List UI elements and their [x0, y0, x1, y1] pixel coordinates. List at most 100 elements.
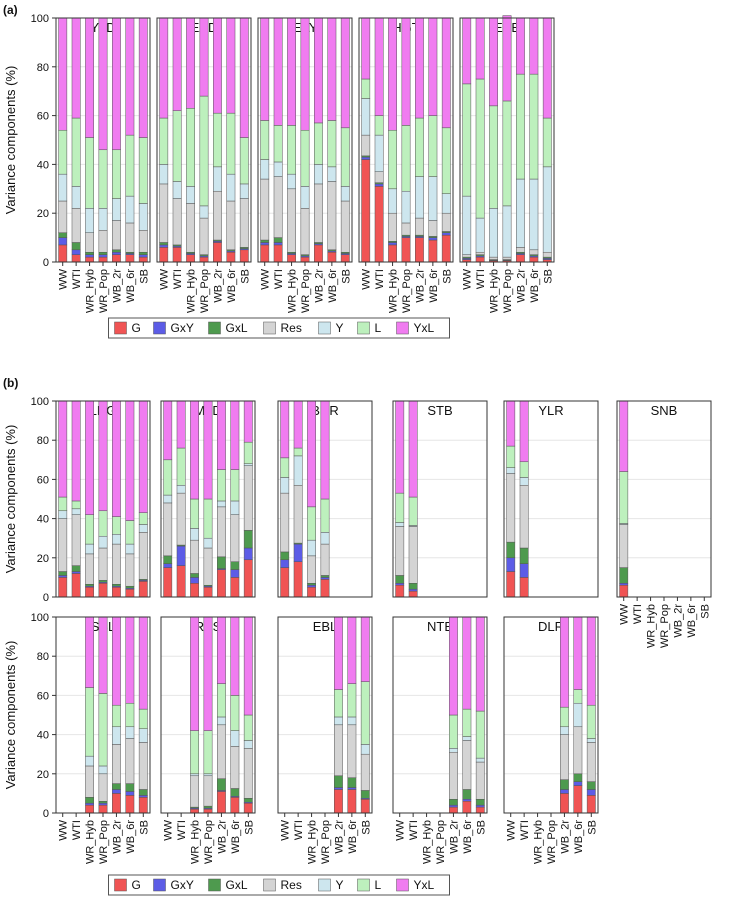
bar-segment-l [334, 689, 343, 718]
bar-segment-y [462, 195, 472, 255]
bar-segment-y [475, 217, 485, 253]
bar-segment-g [163, 567, 173, 598]
bar-segment-y [360, 744, 370, 755]
bar-segment-gxl [203, 805, 213, 809]
y-axis-title: Variance components (%) [3, 641, 18, 790]
bar-segment-yxl [573, 616, 583, 690]
bar-segment-l [489, 105, 498, 209]
bar-segment-g [619, 584, 629, 598]
bar-segment-g [98, 583, 108, 598]
bar-segment-g [85, 586, 94, 598]
bar-segment-yxl [98, 616, 108, 694]
bar-segment-y [85, 208, 94, 233]
y-axis-title: Variance components (%) [3, 66, 18, 215]
bar-segment-g [176, 565, 186, 598]
bar-segment-gxy [125, 791, 135, 796]
bar-segment-gxy [449, 804, 458, 808]
x-tick-label: WR_Pop [203, 820, 215, 864]
bar-segment-y [98, 535, 108, 549]
bar-segment-res [239, 198, 249, 248]
x-tick-label: WB_2r [111, 820, 123, 854]
bar-segment-y [314, 164, 323, 185]
bar-segment-gxl [98, 800, 108, 804]
bar-segment-gxl [112, 584, 121, 587]
bar-segment-y [293, 455, 303, 486]
bar-segment-res [300, 208, 310, 255]
x-tick-label: WR_Pop [502, 269, 514, 313]
bar-segment-gxl [506, 541, 516, 559]
bar-segment-l [415, 117, 424, 177]
y-tick-label: 0 [43, 808, 49, 820]
x-tick-label: WB_2r [313, 269, 325, 303]
x-tick-label: WW [58, 268, 70, 289]
bar-segment-l [217, 683, 226, 718]
bar-segment-g [217, 569, 226, 598]
facet-frame [616, 400, 712, 598]
bar-segment-res [573, 726, 583, 775]
bar-segment-y [395, 522, 405, 527]
bar-segment-res [586, 742, 596, 782]
bar-segment-g [415, 237, 424, 263]
facet-title: DLR [538, 619, 564, 634]
bar-segment-gxl [138, 789, 148, 796]
bar-segment-y [217, 716, 226, 726]
x-tick-label: WB_2r [559, 820, 571, 854]
bar-segment-y [226, 173, 236, 202]
bar-segment-res [489, 256, 498, 260]
legend-label: GxL [226, 878, 248, 892]
bar-segment-y [85, 755, 94, 767]
bar-segment-l [462, 83, 472, 197]
y-tick-label: 20 [37, 553, 49, 565]
bar-segment-res [449, 751, 458, 800]
bar-segment-gxl [159, 242, 169, 246]
bar-segment-gxl [519, 547, 529, 564]
bar-segment-gxy [71, 571, 81, 574]
legend-label: G [132, 878, 141, 892]
bar-segment-l [230, 469, 240, 502]
bar-segment-gxl [347, 777, 357, 788]
bar-segment-yxl [462, 17, 472, 85]
bar-segment-yxl [125, 616, 135, 704]
bar-segment-res [260, 178, 270, 241]
bar-segment-l [586, 704, 596, 739]
x-tick-label: WR_Hyb [533, 820, 545, 864]
legend-swatch-l [357, 878, 370, 892]
bar-segment-res [58, 200, 68, 233]
bar-segment-g [58, 244, 68, 263]
y-tick-label: 80 [37, 62, 49, 74]
bar-segment-y [138, 524, 148, 533]
bar-segment-gxl [112, 249, 121, 253]
bar-segment-yxl [280, 400, 290, 459]
bar-segment-g [125, 254, 135, 263]
x-tick-label: WTI [293, 820, 305, 840]
bar-segment-l [239, 137, 249, 185]
facet-frame [277, 400, 373, 598]
bar-segment-res [273, 176, 283, 238]
bar-segment-yxl [172, 17, 182, 111]
bar-segment-l [125, 702, 135, 728]
bar-segment-g [347, 789, 357, 814]
bar-segment-res [560, 734, 569, 780]
bar-segment-res [230, 514, 240, 562]
bar-segment-g [462, 800, 472, 814]
bar-segment-y [172, 181, 182, 199]
bar-segment-yxl [542, 17, 552, 119]
y-tick-label: 60 [37, 474, 49, 486]
bar-segment-l [98, 149, 108, 209]
bar-segment-res [401, 222, 411, 236]
bar-segment-yxl [519, 400, 529, 463]
x-tick-label: WB_6r [529, 269, 541, 303]
bar-segment-y [300, 186, 310, 209]
bar-segment-y [176, 485, 186, 494]
bar-segment-res [327, 181, 337, 251]
bar-segment-res [85, 553, 94, 585]
legend-label: YxL [414, 321, 435, 335]
x-tick-label: WB_6r [125, 269, 137, 303]
bar-segment-y [217, 500, 226, 508]
bar-segment-l [542, 117, 552, 168]
bar-segment-res [217, 724, 226, 779]
x-tick-label: WB_6r [428, 269, 440, 303]
bar-segment-yxl [293, 400, 303, 449]
bar-segment-gxl [230, 788, 240, 797]
